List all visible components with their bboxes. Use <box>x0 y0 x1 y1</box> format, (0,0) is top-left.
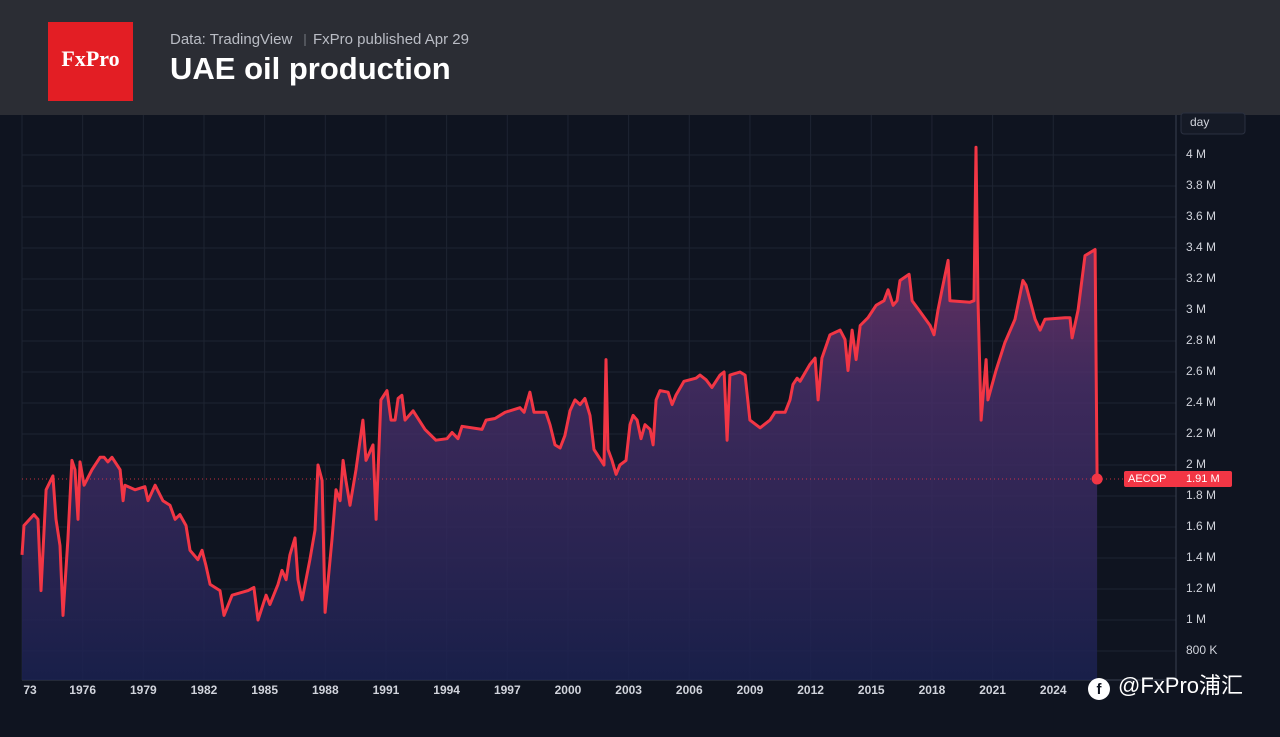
unit-label: day <box>1190 115 1209 129</box>
x-tick-label: 2018 <box>919 683 946 697</box>
publisher: FxPro published Apr 29 <box>313 31 469 48</box>
header-bar <box>0 0 1280 115</box>
x-tick-label: 2003 <box>615 683 642 697</box>
unit-box <box>1180 112 1246 135</box>
price-tag <box>1124 470 1232 487</box>
y-tick-label: 2 M <box>1186 457 1206 471</box>
y-tick-label: 2.4 M <box>1186 395 1216 409</box>
y-tick-label: 3 M <box>1186 302 1206 316</box>
x-tick-label: 2006 <box>676 683 703 697</box>
y-tick-label: 3.2 M <box>1186 271 1216 285</box>
area-fill <box>22 147 1098 680</box>
x-tick-label: 1988 <box>312 683 339 697</box>
x-tick-label: 1994 <box>433 683 460 697</box>
last-point <box>1091 473 1103 485</box>
logo-text: FxPro <box>61 46 119 71</box>
watermark-icon-glyph: f <box>1097 681 1103 698</box>
x-tick-label: 1991 <box>373 683 400 697</box>
logo-box <box>48 22 133 101</box>
x-tick-label: 1982 <box>191 683 218 697</box>
line <box>20 145 1099 622</box>
y-tick-label: 1.8 M <box>1186 488 1216 502</box>
y-tick-label: 2.6 M <box>1186 364 1216 378</box>
x-tick-label: 2000 <box>555 683 582 697</box>
y-tick-label: 1 M <box>1186 612 1206 626</box>
x-tick-label: 1985 <box>251 683 278 697</box>
x-tick-label: 1979 <box>130 683 157 697</box>
x-tick-label: 2009 <box>737 683 764 697</box>
y-tick-label: 3.8 M <box>1186 178 1216 192</box>
y-tick-label: 3.6 M <box>1186 209 1216 223</box>
price-tag-value: 1.91 M <box>1186 473 1220 485</box>
source: Data: TradingView <box>170 31 292 48</box>
x-tick-label: 2015 <box>858 683 885 697</box>
x-tick-label: 2021 <box>979 683 1006 697</box>
plot-area <box>20 115 1177 681</box>
chart-title: UAE oil production <box>170 51 451 86</box>
x-tick-label: 2024 <box>1040 683 1067 697</box>
y-tick-label: 800 K <box>1186 643 1217 657</box>
x-tick-label: 1976 <box>69 683 96 697</box>
x-tick-label: 1997 <box>494 683 521 697</box>
y-tick-label: 4 M <box>1186 147 1206 161</box>
y-tick-label: 1.2 M <box>1186 581 1216 595</box>
x-tick-label: 73 <box>23 683 37 697</box>
price-tag-symbol: AECOP <box>1128 473 1167 485</box>
watermark: @FxPro浦汇 <box>1118 673 1243 698</box>
watermark-icon <box>1088 678 1110 700</box>
y-tick-label: 2.2 M <box>1186 426 1216 440</box>
y-tick-label: 3.4 M <box>1186 240 1216 254</box>
y-tick-label: 2.8 M <box>1186 333 1216 347</box>
x-tick-label: 2012 <box>797 683 824 697</box>
y-tick-label: 1.4 M <box>1186 550 1216 564</box>
y-tick-label: 1.6 M <box>1186 519 1216 533</box>
